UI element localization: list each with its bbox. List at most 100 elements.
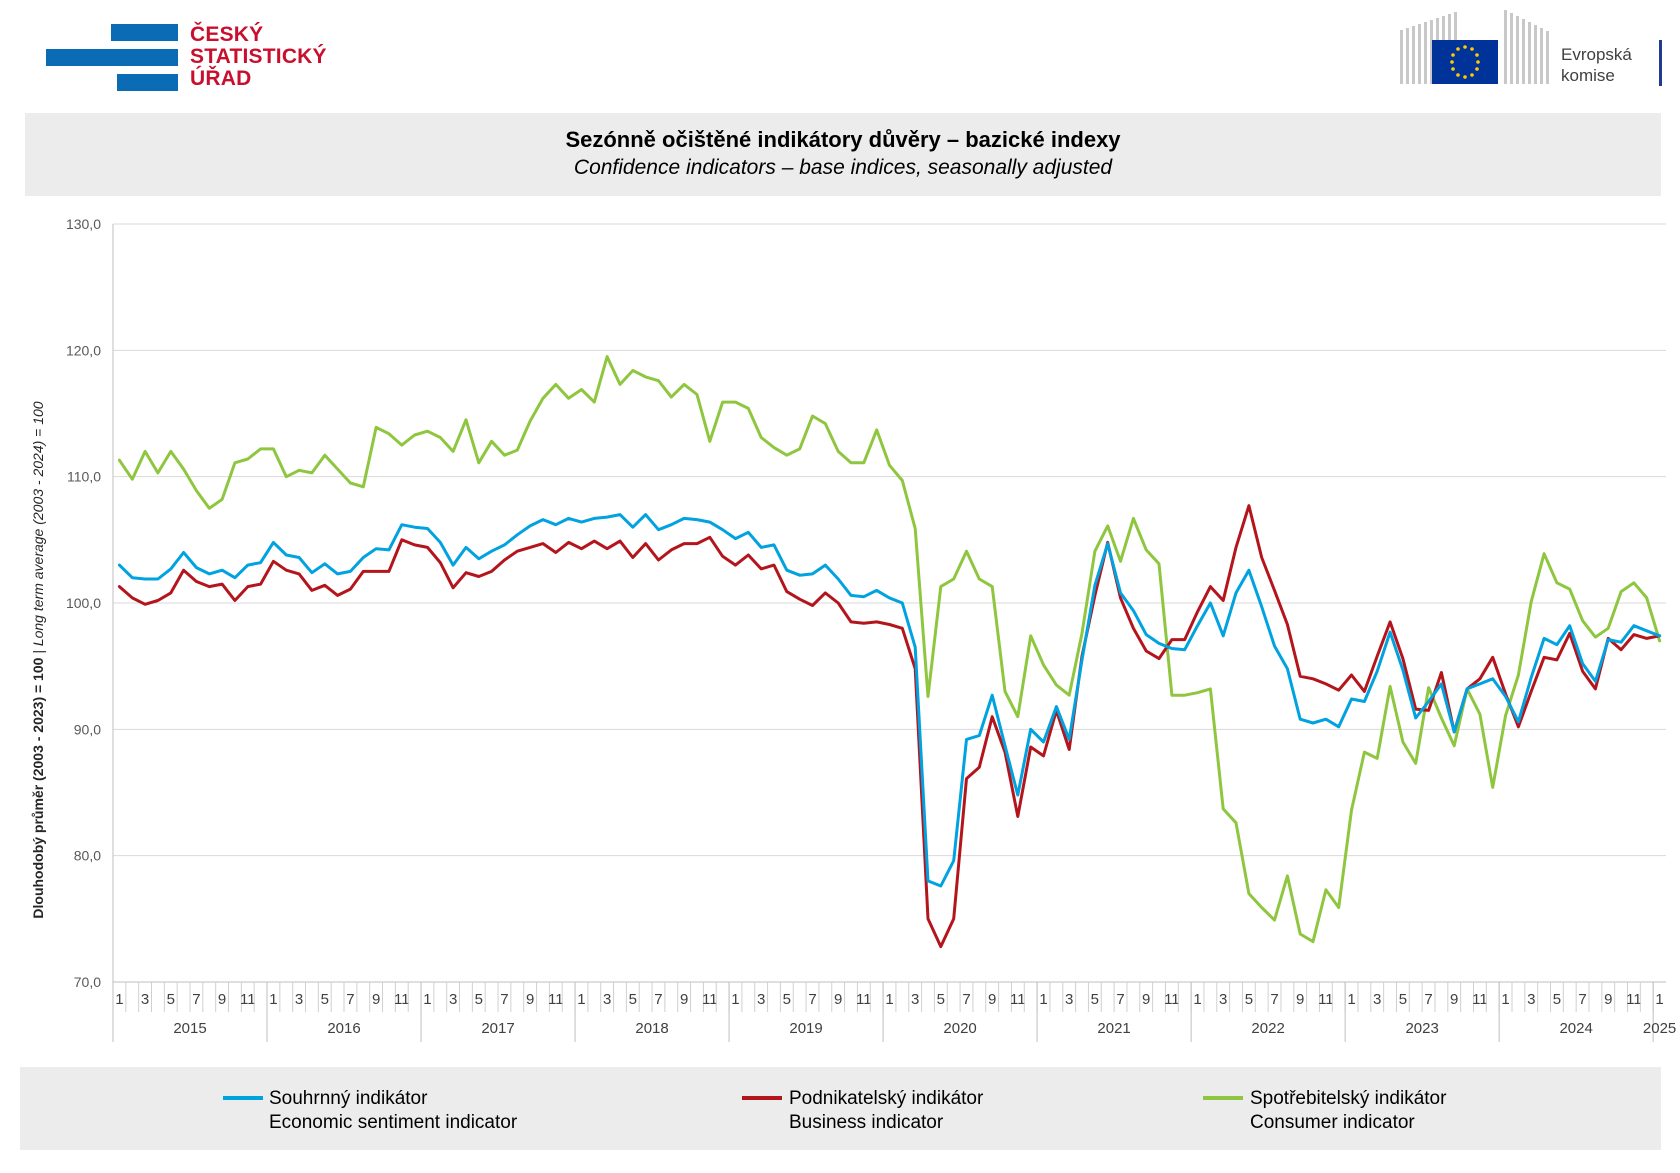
x-tick-label: 7 <box>192 991 200 1008</box>
year-label: 2021 <box>1097 1020 1130 1037</box>
year-label: 2020 <box>943 1020 976 1037</box>
series-lines <box>117 355 1662 949</box>
chart-subtitle: Confidence indicators – base indices, se… <box>573 156 1113 179</box>
y-tick-label: 110,0 <box>67 469 101 485</box>
x-tick-label: 11 <box>856 991 872 1008</box>
x-tick-label: 1 <box>269 991 277 1008</box>
y-axis-label: Dlouhodobý průměr (2003 - 2023) = 100 | … <box>30 401 46 918</box>
x-tick-label: 9 <box>372 991 380 1008</box>
legend-swatch-economic <box>223 1096 263 1100</box>
x-tick-label: 3 <box>603 991 611 1008</box>
csu-logo <box>46 24 178 91</box>
x-tick-label: 7 <box>654 991 662 1008</box>
x-tick-label: 9 <box>1604 991 1612 1008</box>
y-tick-label: 70,0 <box>74 974 101 990</box>
x-tick-label: 7 <box>962 991 970 1008</box>
year-label: 2016 <box>327 1020 360 1037</box>
x-tick-label: 5 <box>167 991 175 1008</box>
x-tick-label: 1 <box>577 991 585 1008</box>
x-tick-label: 1 <box>423 991 431 1008</box>
x-tick-label: 1 <box>115 991 123 1008</box>
x-tick-label: 9 <box>680 991 688 1008</box>
chart-title: Sezónně očištěné indikátory důvěry – baz… <box>565 127 1121 152</box>
x-tick-label: 5 <box>1553 991 1561 1008</box>
legend-item-economic: Souhrnný indikátor Economic sentiment in… <box>269 1088 518 1133</box>
x-tick-label: 1 <box>1039 991 1047 1008</box>
x-tick-label: 3 <box>1527 991 1535 1008</box>
x-tick-label: 7 <box>808 991 816 1008</box>
x-tick-label: 3 <box>1219 991 1227 1008</box>
x-tick-label: 11 <box>240 991 256 1008</box>
x-tick-label: 7 <box>1424 991 1432 1008</box>
x-tick-label: 3 <box>295 991 303 1008</box>
line-economic-sentiment <box>117 513 1662 888</box>
x-tick-label: 1 <box>885 991 893 1008</box>
year-label: 2023 <box>1405 1020 1438 1037</box>
legend-item-consumer: Spotřebitelský indikátor Consumer indica… <box>1250 1088 1447 1133</box>
y-tick-label: 130,0 <box>66 216 101 232</box>
year-label: 2024 <box>1559 1020 1592 1037</box>
line-business <box>117 504 1662 949</box>
x-tick-label: 7 <box>346 991 354 1008</box>
ec-logo <box>1400 10 1549 84</box>
x-tick-label: 5 <box>1091 991 1099 1008</box>
x-tick-label: 7 <box>1270 991 1278 1008</box>
x-tick-label: 11 <box>1626 991 1642 1008</box>
y-tick-label: 120,0 <box>66 342 101 358</box>
x-tick-label: 11 <box>1010 991 1026 1008</box>
x-tick-label: 5 <box>783 991 791 1008</box>
x-tick-label: 1 <box>1655 991 1663 1008</box>
x-tick-label: 5 <box>629 991 637 1008</box>
x-tick-label: 5 <box>475 991 483 1008</box>
x-tick-label: 9 <box>834 991 842 1008</box>
year-label: 2017 <box>481 1020 514 1037</box>
ec-logo-bar <box>1659 40 1662 86</box>
y-tick-label: 80,0 <box>74 848 101 864</box>
x-tick-label: 5 <box>1399 991 1407 1008</box>
x-tick-label: 3 <box>1373 991 1381 1008</box>
x-axis: 1 3 5 7 9 11 1 3 5 7 9 11 1 3 5 7 9 11 1 3 5 7 9 11 1 3 5 7 9 11 1 3 5 7 9… <box>112 981 1676 1042</box>
x-tick-label: 9 <box>1296 991 1304 1008</box>
x-tick-label: 7 <box>500 991 508 1008</box>
legend <box>20 1067 1661 1150</box>
x-tick-label: 11 <box>1318 991 1334 1008</box>
ec-logo-text: Evropská komise <box>1561 45 1632 85</box>
y-tick-label: 90,0 <box>74 721 101 737</box>
legend-item-business: Podnikatelský indikátor Business indicat… <box>789 1088 984 1133</box>
x-tick-label: 11 <box>1472 991 1488 1008</box>
x-tick-label: 1 <box>1347 991 1355 1008</box>
eu-stars-icon <box>1450 45 1480 79</box>
grid-lines <box>112 223 1666 983</box>
year-label: 2018 <box>635 1020 668 1037</box>
title-box: Sezónně očištěné indikátory důvěry – baz… <box>25 113 1661 196</box>
x-tick-label: 11 <box>394 991 410 1008</box>
x-tick-label: 9 <box>218 991 226 1008</box>
x-tick-label: 7 <box>1116 991 1124 1008</box>
legend-swatch-consumer <box>1203 1096 1243 1100</box>
x-tick-label: 9 <box>1142 991 1150 1008</box>
x-tick-label: 9 <box>526 991 534 1008</box>
x-tick-label: 11 <box>1164 991 1180 1008</box>
x-tick-label: 9 <box>1450 991 1458 1008</box>
csu-logo-text: ČESKÝ STATISTICKÝ ÚŘAD <box>190 23 327 90</box>
x-tick-label: 11 <box>548 991 564 1008</box>
x-tick-label: 3 <box>449 991 457 1008</box>
year-label: 2025 <box>1643 1020 1676 1037</box>
x-tick-label: 9 <box>988 991 996 1008</box>
x-tick-label: 3 <box>911 991 919 1008</box>
x-tick-label: 1 <box>1193 991 1201 1008</box>
x-tick-label: 3 <box>1065 991 1073 1008</box>
y-axis-ticks: 70,0 80,0 90,0 100,0 110,0 120,0 130,0 <box>66 216 101 990</box>
x-tick-label: 3 <box>757 991 765 1008</box>
x-tick-label: 1 <box>1501 991 1509 1008</box>
x-tick-label: 7 <box>1578 991 1586 1008</box>
x-tick-label: 3 <box>141 991 149 1008</box>
year-label: 2015 <box>173 1020 206 1037</box>
year-label: 2019 <box>789 1020 822 1037</box>
x-tick-label: 5 <box>1245 991 1253 1008</box>
x-tick-label: 5 <box>937 991 945 1008</box>
year-label: 2022 <box>1251 1020 1284 1037</box>
x-tick-label: 1 <box>731 991 739 1008</box>
x-tick-label: 11 <box>702 991 718 1008</box>
